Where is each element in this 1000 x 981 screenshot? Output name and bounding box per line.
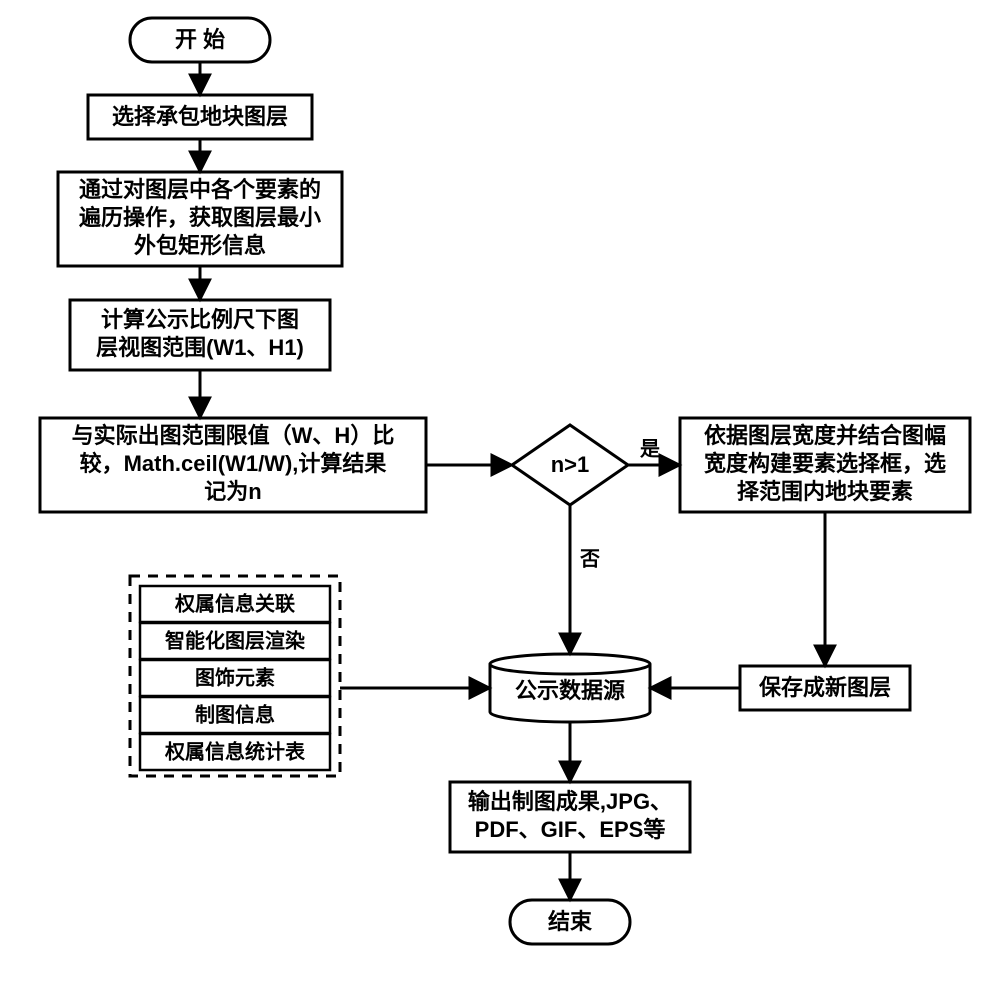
svg-text:智能化图层渲染: 智能化图层渲染 bbox=[165, 628, 306, 652]
svg-text:依据图层宽度并结合图幅: 依据图层宽度并结合图幅 bbox=[704, 423, 946, 448]
svg-text:输出制图成果,JPG、: 输出制图成果,JPG、 bbox=[468, 789, 672, 814]
svg-text:宽度构建要素选择框，选: 宽度构建要素选择框，选 bbox=[704, 451, 946, 476]
svg-text:结束: 结束 bbox=[548, 909, 593, 934]
datastore-top bbox=[490, 654, 650, 674]
svg-text:选择承包地块图层: 选择承包地块图层 bbox=[112, 104, 288, 129]
svg-text:图饰元素: 图饰元素 bbox=[195, 665, 275, 689]
flowchart-svg: 开 始选择承包地块图层通过对图层中各个要素的遍历操作，获取图层最小外包矩形信息计… bbox=[0, 0, 1000, 981]
svg-text:与实际出图范围限值（W、H）比: 与实际出图范围限值（W、H）比 bbox=[72, 423, 395, 448]
svg-text:是: 是 bbox=[639, 437, 660, 460]
svg-text:记为n: 记为n bbox=[204, 479, 261, 504]
svg-text:开 始: 开 始 bbox=[175, 27, 225, 52]
svg-text:通过对图层中各个要素的: 通过对图层中各个要素的 bbox=[79, 177, 321, 202]
svg-text:n>1: n>1 bbox=[551, 452, 590, 477]
svg-text:较，Math.ceil(W1/W),计算结果: 较，Math.ceil(W1/W),计算结果 bbox=[80, 451, 387, 476]
svg-text:PDF、GIF、EPS等: PDF、GIF、EPS等 bbox=[475, 817, 666, 842]
svg-text:层视图范围(W1、H1): 层视图范围(W1、H1) bbox=[96, 335, 304, 360]
svg-text:权属信息统计表: 权属信息统计表 bbox=[164, 739, 306, 763]
svg-text:外包矩形信息: 外包矩形信息 bbox=[134, 233, 266, 258]
svg-text:权属信息关联: 权属信息关联 bbox=[174, 591, 295, 615]
svg-text:择范围内地块要素: 择范围内地块要素 bbox=[737, 479, 913, 504]
svg-text:制图信息: 制图信息 bbox=[195, 702, 275, 726]
svg-text:否: 否 bbox=[579, 548, 600, 570]
svg-text:计算公示比例尺下图: 计算公示比例尺下图 bbox=[101, 307, 299, 332]
svg-text:公示数据源: 公示数据源 bbox=[515, 678, 625, 703]
svg-text:遍历操作，获取图层最小: 遍历操作，获取图层最小 bbox=[79, 205, 321, 230]
svg-text:保存成新图层: 保存成新图层 bbox=[758, 675, 891, 700]
